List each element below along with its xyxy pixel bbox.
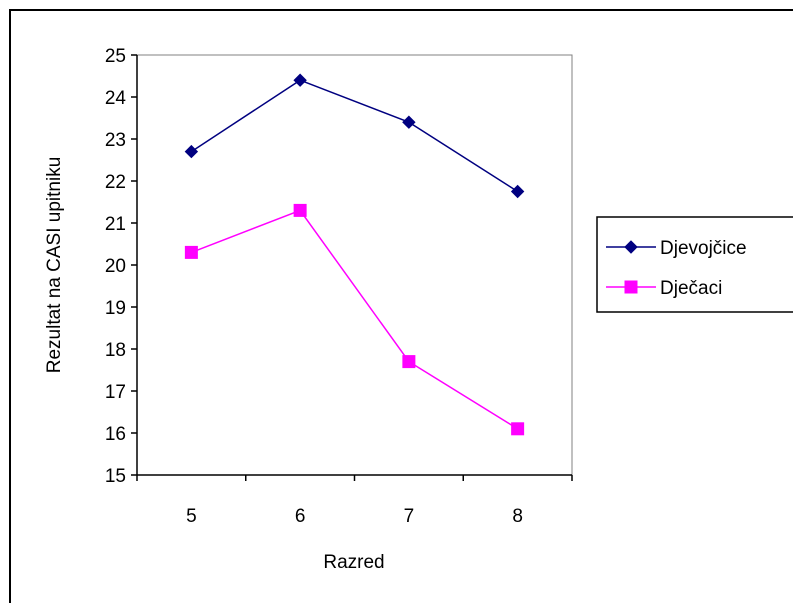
legend-item: Dječaci	[606, 278, 722, 299]
x-tick-label: 5	[186, 506, 197, 527]
data-point	[184, 144, 199, 159]
y-tick-label: 20	[105, 256, 126, 277]
x-axis-ticks: 5 6 7 8	[136, 475, 573, 527]
data-point	[293, 73, 307, 87]
legend-label: Djevojčice	[660, 238, 747, 259]
y-tick-label: 24	[105, 88, 127, 109]
x-tick-label: 8	[512, 506, 523, 527]
y-axis-label: Rezultat na CASI upitniku	[44, 157, 65, 374]
legend-box	[596, 216, 793, 313]
series-2	[184, 203, 525, 436]
plot-area	[136, 54, 573, 476]
x-tick-label: 7	[404, 506, 415, 527]
y-tick-label: 16	[105, 424, 126, 445]
series-layer	[184, 73, 525, 436]
series-line	[190, 79, 519, 193]
y-tick-label: 15	[105, 466, 126, 487]
x-tick-label: 6	[295, 506, 306, 527]
legend-item: Djevojčice	[606, 238, 747, 259]
legend-items: Djevojčice Dječaci	[606, 238, 747, 299]
y-tick-label: 17	[105, 382, 126, 403]
y-tick-label: 22	[105, 172, 126, 193]
series-line	[191, 209, 519, 430]
legend-label: Dječaci	[660, 278, 722, 299]
data-point	[402, 115, 416, 129]
y-tick-label: 19	[105, 298, 126, 319]
y-tick-label: 21	[105, 214, 126, 235]
legend-marker	[624, 280, 638, 294]
series-1	[184, 73, 525, 199]
data-point	[510, 184, 525, 199]
y-tick-label: 25	[105, 46, 126, 67]
legend-marker	[624, 240, 638, 254]
data-point	[511, 422, 525, 436]
y-tick-label: 18	[105, 340, 126, 361]
legend: Djevojčice Dječaci	[596, 216, 793, 313]
data-point	[184, 245, 198, 259]
data-point	[293, 203, 307, 217]
x-axis-label: Razred	[323, 552, 384, 573]
y-axis-ticks: 15 16 17 18 19 20 21 22 23 24 25	[105, 46, 137, 487]
y-tick-label: 23	[105, 130, 126, 151]
data-point	[402, 355, 416, 369]
